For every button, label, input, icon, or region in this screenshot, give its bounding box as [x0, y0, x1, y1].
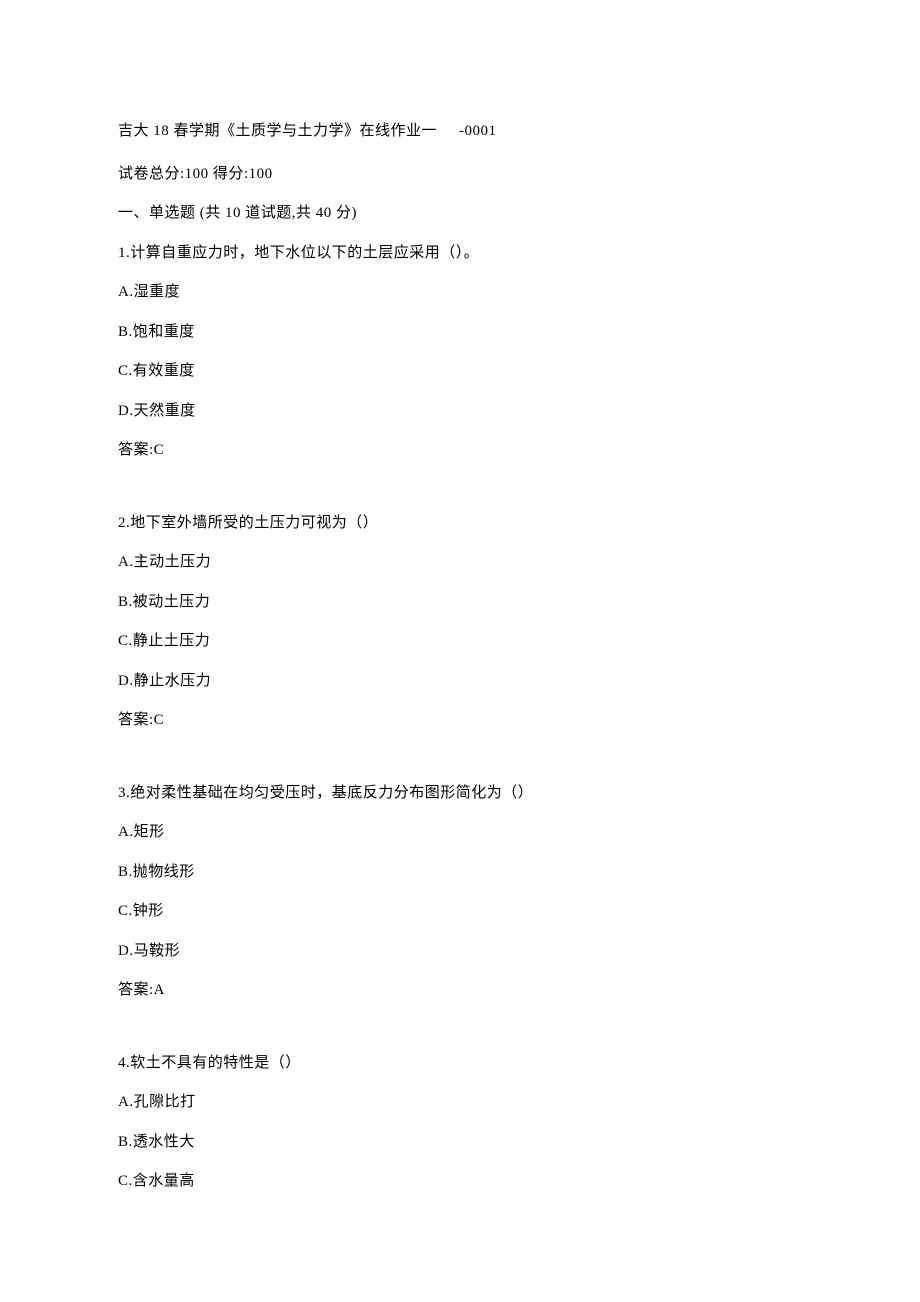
option-label: B. — [118, 324, 133, 340]
answer-label: 答案: — [118, 712, 154, 728]
option-label: A. — [118, 824, 134, 840]
option-text: 被动土压力 — [133, 594, 211, 610]
option: A.矩形 — [118, 821, 802, 844]
answer-value: C — [154, 442, 165, 458]
option: C.含水量高 — [118, 1170, 802, 1193]
option-text: 湿重度 — [134, 284, 181, 300]
question-block: 2.地下室外墙所受的土压力可视为（） A.主动土压力 B.被动土压力 C.静止土… — [118, 512, 802, 732]
option: B.抛物线形 — [118, 861, 802, 884]
option-label: D. — [118, 673, 134, 689]
option-text: 马鞍形 — [134, 943, 181, 959]
title-prefix: 吉大 18 春学期《土质学与土力学》在线作业一 — [118, 123, 437, 139]
answer-label: 答案: — [118, 982, 154, 998]
option-text: 静止水压力 — [134, 673, 212, 689]
question-number: 3. — [118, 785, 130, 801]
question-block: 4.软土不具有的特性是（） A.孔隙比打 B.透水性大 C.含水量高 — [118, 1052, 802, 1193]
question-body: 绝对柔性基础在均匀受压时，基底反力分布图形简化为（） — [130, 785, 533, 801]
option-text: 透水性大 — [133, 1134, 195, 1150]
option-label: D. — [118, 943, 134, 959]
option: D.天然重度 — [118, 400, 802, 423]
option: A.孔隙比打 — [118, 1091, 802, 1114]
option-text: 含水量高 — [133, 1173, 195, 1189]
option-text: 饱和重度 — [133, 324, 195, 340]
option-text: 静止土压力 — [133, 633, 211, 649]
option: A.主动土压力 — [118, 551, 802, 574]
question-body: 软土不具有的特性是（） — [130, 1055, 301, 1071]
option: D.静止水压力 — [118, 670, 802, 693]
option-label: D. — [118, 403, 134, 419]
option: B.被动土压力 — [118, 591, 802, 614]
document-title: 吉大 18 春学期《土质学与土力学》在线作业一 -0001 — [118, 120, 802, 143]
option-text: 抛物线形 — [133, 864, 195, 880]
option-label: C. — [118, 1173, 133, 1189]
option: C.静止土压力 — [118, 630, 802, 653]
option-label: A. — [118, 284, 134, 300]
question-number: 4. — [118, 1055, 130, 1071]
answer-line: 答案:C — [118, 709, 802, 732]
answer-label: 答案: — [118, 442, 154, 458]
option-label: B. — [118, 594, 133, 610]
option: C.有效重度 — [118, 360, 802, 383]
question-text: 3.绝对柔性基础在均匀受压时，基底反力分布图形简化为（） — [118, 782, 802, 805]
question-body: 计算自重应力时，地下水位以下的土层应采用（）。 — [130, 245, 479, 261]
question-block: 1.计算自重应力时，地下水位以下的土层应采用（）。 A.湿重度 B.饱和重度 C… — [118, 242, 802, 462]
question-number: 1. — [118, 245, 130, 261]
option: B.饱和重度 — [118, 321, 802, 344]
option-label: A. — [118, 1094, 134, 1110]
question-block: 3.绝对柔性基础在均匀受压时，基底反力分布图形简化为（） A.矩形 B.抛物线形… — [118, 782, 802, 1002]
option-label: B. — [118, 864, 133, 880]
option-text: 钟形 — [133, 903, 164, 919]
section-title: 一、单选题 (共 10 道试题,共 40 分) — [118, 202, 802, 225]
option-label: C. — [118, 903, 133, 919]
option: D.马鞍形 — [118, 940, 802, 963]
answer-line: 答案:C — [118, 439, 802, 462]
option-label: C. — [118, 363, 133, 379]
question-body: 地下室外墙所受的土压力可视为（） — [130, 515, 378, 531]
option-text: 孔隙比打 — [134, 1094, 196, 1110]
option-label: C. — [118, 633, 133, 649]
option-label: A. — [118, 554, 134, 570]
option-text: 矩形 — [134, 824, 165, 840]
option-text: 主动土压力 — [134, 554, 212, 570]
option-label: B. — [118, 1134, 133, 1150]
question-text: 1.计算自重应力时，地下水位以下的土层应采用（）。 — [118, 242, 802, 265]
question-number: 2. — [118, 515, 130, 531]
option: A.湿重度 — [118, 281, 802, 304]
option-text: 有效重度 — [133, 363, 195, 379]
answer-value: A — [154, 982, 165, 998]
option-text: 天然重度 — [134, 403, 196, 419]
document-page: 吉大 18 春学期《土质学与土力学》在线作业一 -0001 试卷总分:100 得分… — [0, 0, 920, 1290]
question-text: 2.地下室外墙所受的土压力可视为（） — [118, 512, 802, 535]
title-suffix: -0001 — [459, 123, 497, 139]
answer-value: C — [154, 712, 165, 728]
question-text: 4.软土不具有的特性是（） — [118, 1052, 802, 1075]
option: C.钟形 — [118, 900, 802, 923]
option: B.透水性大 — [118, 1131, 802, 1154]
score-line: 试卷总分:100 得分:100 — [118, 163, 802, 186]
answer-line: 答案:A — [118, 979, 802, 1002]
